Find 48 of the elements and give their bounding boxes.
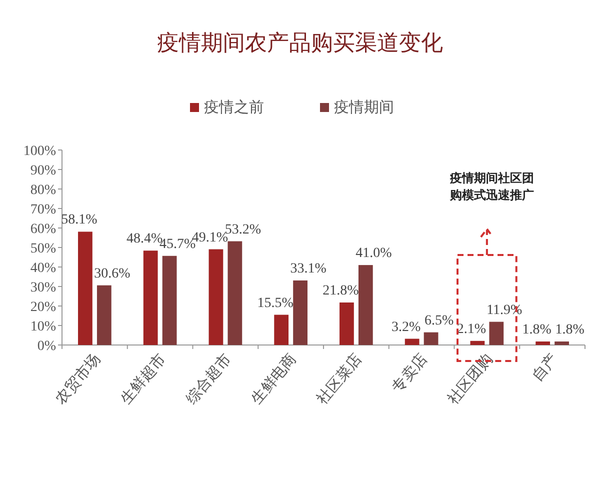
- bar: [143, 250, 158, 345]
- x-tick-label: 社区菜店: [314, 350, 366, 408]
- x-tick-label: 生鲜超市: [118, 350, 170, 408]
- y-tick-label: 60%: [30, 222, 56, 237]
- bar: [78, 232, 92, 345]
- x-tick-label: 生鲜电商: [248, 350, 300, 408]
- y-tick-label: 40%: [30, 261, 56, 276]
- y-tick-label: 10%: [30, 320, 56, 334]
- data-label: 1.8%: [522, 322, 552, 338]
- x-tick-label: 自产: [529, 350, 562, 385]
- bar: [228, 241, 242, 345]
- bar: [554, 341, 569, 345]
- bar: [340, 302, 354, 345]
- legend-label: 疫情期间: [334, 99, 394, 116]
- data-label: 58.1%: [61, 212, 98, 228]
- bar: [358, 265, 373, 345]
- data-label: 41.0%: [356, 246, 392, 262]
- data-label: 3.2%: [391, 320, 421, 335]
- data-label: 21.8%: [322, 283, 360, 298]
- bar: [162, 256, 177, 345]
- y-tick-label: 50%: [30, 242, 56, 256]
- y-tick-label: 80%: [30, 183, 56, 198]
- chart-title: 疫情期间农产品购买渠道变化: [157, 30, 443, 55]
- bar: [208, 249, 224, 345]
- data-label: 15.5%: [257, 296, 294, 311]
- data-label: 6.5%: [424, 313, 454, 328]
- y-tick-label: 70%: [30, 202, 56, 218]
- legend-label: 疫情之前: [204, 99, 264, 116]
- y-tick-label: 30%: [30, 280, 56, 296]
- bar: [404, 338, 420, 345]
- data-label: 11.9%: [486, 302, 523, 318]
- data-label: 30.6%: [94, 266, 131, 282]
- y-tick-label: 90%: [30, 164, 56, 178]
- bar: [424, 332, 438, 345]
- bar: [293, 280, 308, 345]
- y-tick-label: 100%: [23, 144, 56, 159]
- x-tick-label: 综合超市: [182, 350, 234, 408]
- bar: [470, 340, 485, 345]
- data-label: 33.1%: [290, 261, 327, 276]
- x-tick-label: 专卖店: [388, 350, 431, 396]
- data-label: 2.1%: [456, 322, 486, 337]
- data-label: 1.8%: [555, 322, 585, 338]
- bar: [489, 322, 504, 345]
- bar: [274, 314, 289, 345]
- bar: [536, 341, 550, 345]
- bar: [96, 285, 112, 345]
- y-tick-label: 20%: [30, 300, 56, 315]
- annotation: 疫情期间社区团购模式迅速推广: [448, 171, 534, 202]
